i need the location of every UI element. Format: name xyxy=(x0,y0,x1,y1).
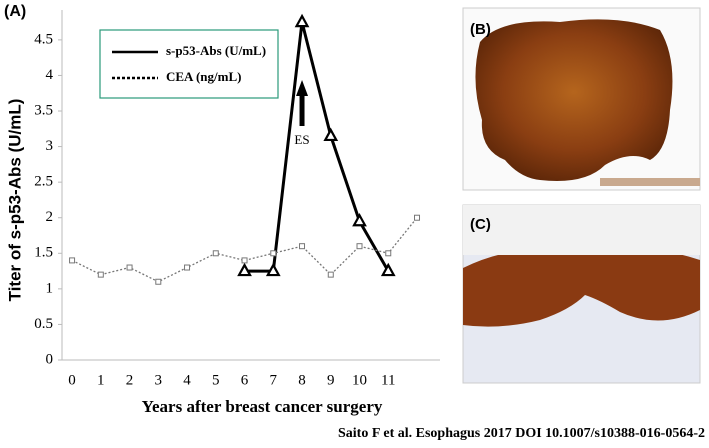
square-marker xyxy=(126,264,133,271)
y-tick-label: 0 xyxy=(46,351,54,367)
annotation: ES xyxy=(294,132,309,147)
square-marker xyxy=(184,264,191,271)
y-tick-label: 1.5 xyxy=(34,245,53,261)
square-marker xyxy=(69,257,76,264)
y-tick-label: 4.5 xyxy=(34,31,53,47)
legend-label: s-p53-Abs (U/mL) xyxy=(166,43,266,58)
square-marker xyxy=(212,250,219,257)
panel-c-image: (C) xyxy=(462,204,701,384)
square-marker xyxy=(414,214,421,221)
panel-b-image: (B) xyxy=(462,7,701,191)
triangle-marker xyxy=(265,262,281,277)
x-tick-label: 7 xyxy=(270,372,278,388)
panel-label: (C) xyxy=(470,216,491,233)
y-tick-label: 0.5 xyxy=(34,316,53,332)
triangle-marker xyxy=(323,127,339,142)
y-tick-label: 3 xyxy=(46,138,54,154)
legend-box xyxy=(99,29,279,99)
triangle-marker xyxy=(237,262,252,277)
series-line xyxy=(244,21,390,273)
y-tick-label: 2.5 xyxy=(34,174,53,190)
legend-label: CEA (ng/mL) xyxy=(166,69,241,84)
x-tick-label: 5 xyxy=(212,372,220,388)
annotation-arrowhead xyxy=(296,80,309,96)
square-marker xyxy=(241,257,248,264)
square-marker xyxy=(270,250,277,257)
x-tick-label: 8 xyxy=(298,372,306,388)
y-axis-label: Titer of s-p53-Abs (U/mL) xyxy=(5,99,24,302)
y-tick-label: 3.5 xyxy=(34,102,53,118)
x-tick-label: 2 xyxy=(126,372,134,388)
citation: Saito F et al. Esophagus 2017 DOI 10.100… xyxy=(338,426,705,441)
y-tick-label: 1 xyxy=(46,280,54,296)
y-tick-label: 2 xyxy=(46,209,54,225)
triangle-marker xyxy=(294,13,310,28)
square-marker xyxy=(327,271,334,278)
panel-label: (B) xyxy=(470,21,491,38)
x-tick-label: 9 xyxy=(327,372,335,388)
x-tick-label: 3 xyxy=(155,372,163,388)
x-tick-label: 4 xyxy=(183,372,191,388)
x-axis-label: Years after breast cancer surgery xyxy=(142,397,383,416)
triangle-marker xyxy=(352,212,367,227)
square-marker xyxy=(155,278,162,285)
x-tick-label: 6 xyxy=(241,372,249,388)
y-tick-label: 4 xyxy=(46,67,54,83)
square-marker xyxy=(385,250,392,257)
x-tick-label: 1 xyxy=(97,372,105,388)
x-tick-label: 0 xyxy=(68,372,76,388)
triangle-marker xyxy=(380,262,396,277)
x-tick-label: 10 xyxy=(352,372,367,388)
square-marker xyxy=(97,271,104,278)
square-marker xyxy=(356,243,363,250)
x-tick-label: 11 xyxy=(381,372,395,388)
panel-label: (A) xyxy=(4,3,26,20)
square-marker xyxy=(299,243,306,250)
